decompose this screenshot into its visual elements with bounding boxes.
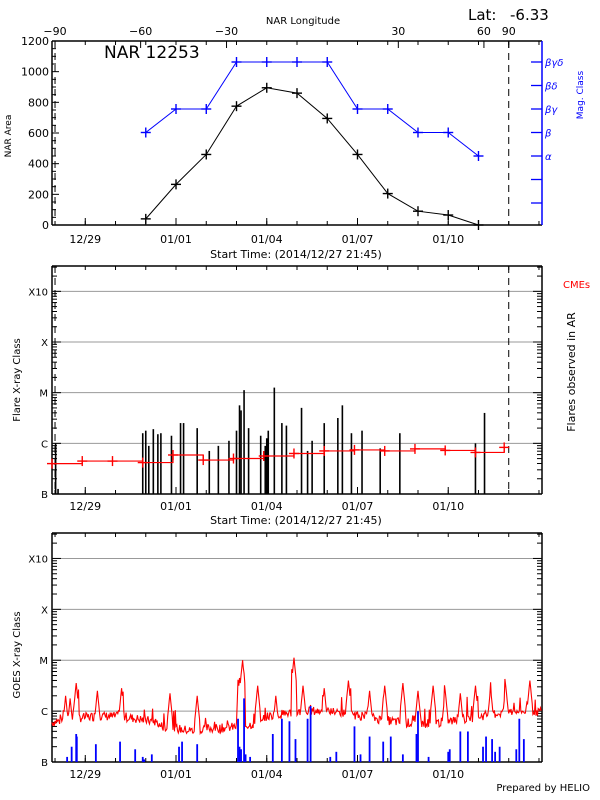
time-tick-label: 12/29 <box>69 233 101 246</box>
time-tick-labels: 12/29 01/01 01/04 01/07 01/10 <box>69 500 464 513</box>
lat-label: Lat: <box>468 6 496 24</box>
flares-observed-axis-label: Flares observed in AR <box>565 312 578 432</box>
time-tick-labels: 12/29 01/01 01/04 01/07 01/10 <box>69 233 464 246</box>
longitude-tick-label: −60 <box>129 25 152 38</box>
time-tick-label: 12/29 <box>69 500 101 513</box>
area-tick-label: 200 <box>28 188 49 201</box>
class-tick-label: B <box>41 490 48 501</box>
time-tick-label: 12/29 <box>69 768 101 781</box>
cme-trend-line <box>52 447 505 465</box>
time-tick-label: 01/04 <box>251 500 283 513</box>
longitude-tick-label: 90 <box>502 25 516 38</box>
time-tick-label: 01/10 <box>432 500 464 513</box>
top-axis-title: NAR Longitude <box>266 16 340 27</box>
longitude-tick-labels: −90 −60 −30 30 60 90 <box>43 25 515 38</box>
mag-class-line <box>145 61 479 157</box>
longitude-tick-label: −90 <box>43 25 66 38</box>
lat-value: -6.33 <box>510 6 549 24</box>
time-tick-label: 01/07 <box>342 768 374 781</box>
goes-class-axis-label: GOES X-ray Class <box>12 611 23 698</box>
nar-area-panel: NAR Longitude −90 −60 −30 30 60 90 NAR 12253 … <box>4 16 586 261</box>
time-tick-label: 01/10 <box>432 233 464 246</box>
class-tick-label: X10 <box>28 554 48 565</box>
time-axis-title: Start Time: (2014/12/27 21:45) <box>210 514 382 527</box>
region-title: NAR 12253 <box>104 43 200 63</box>
goes-panel: GOES X-ray Class B C M X X10 12/29 01/01 01/04… <box>12 532 543 781</box>
time-tick-label: 01/04 <box>251 233 283 246</box>
time-tick-label: 01/01 <box>160 233 192 246</box>
nar-area-line <box>145 87 479 226</box>
mag-class-tick-label: α <box>545 152 552 163</box>
flare-class-axis-label: Flare X-ray Class <box>12 338 23 422</box>
nar-area-axis-label: NAR Area <box>4 115 14 158</box>
area-tick-label: 1000 <box>21 66 49 79</box>
time-tick-label: 01/01 <box>160 500 192 513</box>
area-tick-label: 0 <box>42 219 49 232</box>
class-tick-label: X10 <box>28 287 48 298</box>
mag-class-tick-label: βγδ <box>544 58 563 69</box>
goes-flux-line <box>51 657 542 736</box>
area-tick-label: 800 <box>28 96 49 109</box>
class-tick-label: X <box>41 605 48 616</box>
prepared-by-credit: Prepared by HELIO <box>496 783 590 794</box>
time-tick-labels: 12/29 01/01 01/04 01/07 01/10 <box>69 768 464 781</box>
time-tick-label: 01/04 <box>251 768 283 781</box>
area-tick-label: 400 <box>28 158 49 171</box>
time-tick-label: 01/01 <box>160 768 192 781</box>
cmes-legend: CMEs <box>563 280 590 291</box>
mag-class-tick-label: βδ <box>544 82 558 93</box>
class-tick-label: C <box>41 439 48 450</box>
class-tick-label: M <box>39 656 48 667</box>
class-tick-label: X <box>41 338 48 349</box>
area-tick-label: 1200 <box>21 35 49 48</box>
flare-class-panel: Flare X-ray Class Flares observed in AR … <box>12 265 590 527</box>
area-tick-label: 600 <box>28 127 49 140</box>
longitude-tick-label: 60 <box>477 25 491 38</box>
longitude-tick-label: 30 <box>391 25 405 38</box>
mag-class-axis-label: Mag. Class <box>576 70 586 119</box>
class-tick-label: M <box>39 389 48 400</box>
time-tick-label: 01/07 <box>342 500 374 513</box>
mag-class-tick-label: βγ <box>544 105 558 116</box>
time-tick-label: 01/07 <box>342 233 374 246</box>
time-axis-title: Start Time: (2014/12/27 21:45) <box>210 248 382 261</box>
longitude-tick-label: −30 <box>215 25 238 38</box>
time-tick-label: 01/10 <box>432 768 464 781</box>
mag-class-tick-label: β <box>544 129 552 140</box>
class-tick-label: C <box>41 707 48 718</box>
class-tick-label: B <box>41 758 48 769</box>
